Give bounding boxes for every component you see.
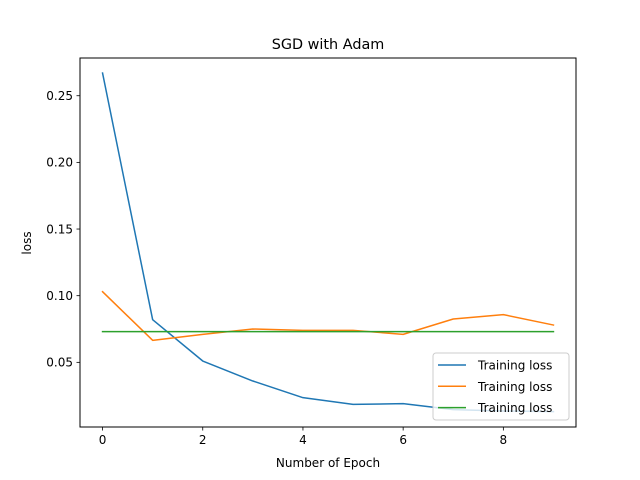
y-tick-label: 0.15 xyxy=(46,222,73,236)
x-tick-label: 0 xyxy=(99,433,107,447)
y-tick-label: 0.25 xyxy=(46,89,73,103)
legend-label-3: Training loss xyxy=(477,401,552,415)
y-axis-label: loss xyxy=(20,231,34,254)
series-line-2 xyxy=(101,290,555,342)
plot-frame xyxy=(79,57,577,428)
legend-frame xyxy=(432,352,570,421)
x-tick-label: 6 xyxy=(399,433,407,447)
y-tick-label: 0.05 xyxy=(46,356,73,370)
legend-label-2: Training loss xyxy=(477,380,552,394)
legend: Training loss Training loss Training loss xyxy=(432,352,570,421)
y-axis-ticks: 0.05 0.10 0.15 0.20 0.25 xyxy=(46,89,80,370)
chart-title: SGD with Adam xyxy=(272,37,385,53)
x-tick-label: 4 xyxy=(299,433,307,447)
x-axis-label: Number of Epoch xyxy=(276,456,380,470)
y-tick-label: 0.10 xyxy=(46,289,73,303)
x-tick-label: 2 xyxy=(199,433,207,447)
x-tick-label: 8 xyxy=(500,433,508,447)
y-tick-label: 0.20 xyxy=(46,156,73,170)
x-axis-ticks: 0 2 4 6 8 xyxy=(99,427,507,447)
legend-label-1: Training loss xyxy=(477,359,552,373)
